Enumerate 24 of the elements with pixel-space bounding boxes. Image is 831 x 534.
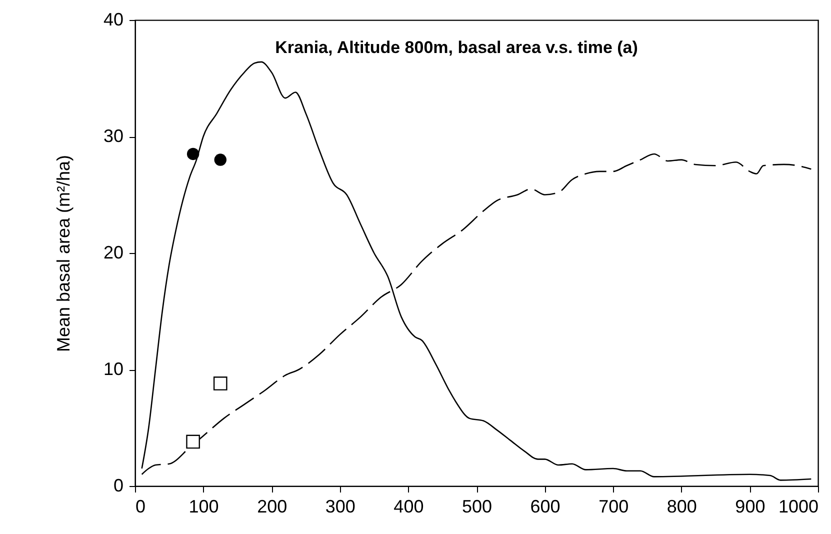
x-tick-label: 300 bbox=[325, 496, 356, 516]
x-tick-label: 100 bbox=[188, 496, 219, 516]
x-tick-label: 600 bbox=[530, 496, 560, 516]
point bbox=[214, 154, 226, 166]
x-tick-label: 500 bbox=[462, 496, 492, 516]
x-tick-label: 900 bbox=[735, 496, 766, 516]
text: Krania, Altitude 800m, basal area v.s. time (a) bbox=[275, 38, 638, 57]
x-tick-label: 200 bbox=[257, 496, 288, 516]
x-tick-label: 700 bbox=[598, 496, 629, 516]
x-tick-label: 1000 bbox=[778, 496, 818, 516]
x-tick-label: 0 bbox=[136, 496, 146, 516]
y-tick-label: 30 bbox=[103, 126, 124, 146]
x-tick-label: 800 bbox=[666, 496, 697, 516]
point bbox=[186, 148, 200, 160]
line-series bbox=[141, 61, 812, 481]
y-tick-label: 10 bbox=[103, 359, 124, 379]
y-axis-title: Mean basal area (m²/ha) bbox=[53, 154, 74, 352]
x-tick-label: 400 bbox=[394, 496, 424, 516]
point bbox=[186, 434, 200, 449]
y-tick-label: 40 bbox=[103, 10, 124, 30]
point bbox=[213, 376, 228, 390]
line-series bbox=[141, 153, 812, 475]
y-tick-label: 20 bbox=[103, 242, 124, 262]
y-tick-label: 0 bbox=[113, 476, 124, 496]
